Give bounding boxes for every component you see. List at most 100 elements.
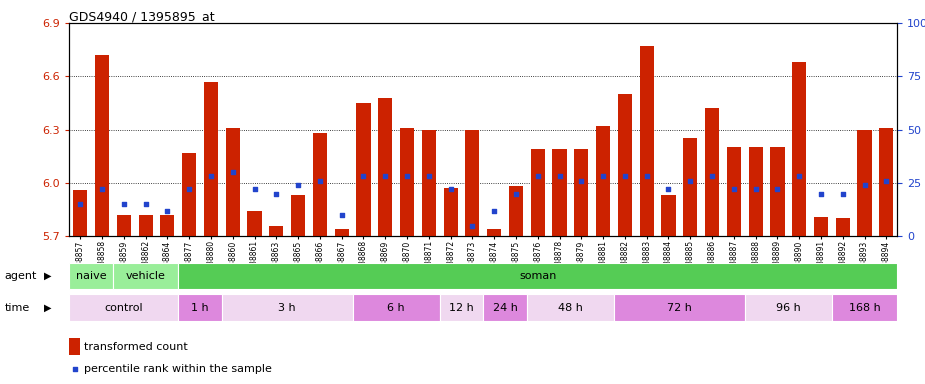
Bar	[204, 82, 218, 236]
Bar	[356, 103, 371, 236]
Point	[290, 182, 305, 188]
Point	[226, 169, 240, 175]
Point	[269, 190, 284, 197]
Bar	[69, 263, 113, 290]
Bar	[574, 149, 588, 236]
Bar	[618, 94, 632, 236]
Bar	[95, 55, 109, 236]
Bar	[880, 128, 894, 236]
Text: ▶: ▶	[44, 303, 52, 313]
Point	[138, 201, 153, 207]
Point	[879, 178, 894, 184]
Bar	[291, 195, 305, 236]
Text: 48 h: 48 h	[558, 303, 583, 313]
Point	[748, 186, 763, 192]
Point	[857, 182, 872, 188]
Point	[835, 190, 850, 197]
Bar	[596, 126, 611, 236]
Bar	[439, 294, 483, 321]
Point	[705, 174, 720, 180]
Point	[683, 178, 697, 184]
Bar	[269, 225, 283, 236]
Point	[378, 174, 393, 180]
Bar	[226, 128, 240, 236]
Bar	[179, 294, 222, 321]
Point	[68, 366, 82, 372]
Bar	[509, 186, 523, 236]
Text: ▶: ▶	[44, 271, 52, 281]
Bar	[483, 294, 527, 321]
Point	[204, 174, 218, 180]
Point	[552, 174, 567, 180]
Point	[247, 186, 262, 192]
Bar	[179, 263, 897, 290]
Bar	[335, 229, 349, 236]
Text: soman: soman	[519, 271, 557, 281]
Point	[182, 186, 197, 192]
Point	[814, 190, 829, 197]
Text: agent: agent	[5, 271, 37, 281]
Text: 96 h: 96 h	[776, 303, 801, 313]
Bar	[832, 294, 897, 321]
Bar	[182, 153, 196, 236]
Point	[574, 178, 588, 184]
Bar	[113, 263, 179, 290]
Point	[117, 201, 131, 207]
Text: control: control	[105, 303, 143, 313]
Text: percentile rank within the sample: percentile rank within the sample	[84, 364, 272, 374]
Bar	[748, 147, 763, 236]
Point	[400, 174, 414, 180]
Point	[356, 174, 371, 180]
Point	[160, 207, 175, 214]
Point	[726, 186, 741, 192]
Point	[661, 186, 676, 192]
Bar	[400, 128, 414, 236]
Text: naive: naive	[76, 271, 106, 281]
Bar	[527, 294, 614, 321]
Bar	[705, 108, 719, 236]
Point	[530, 174, 545, 180]
Point	[443, 186, 458, 192]
Point	[465, 222, 480, 228]
Bar	[614, 294, 745, 321]
Text: time: time	[5, 303, 30, 313]
Point	[509, 190, 524, 197]
Point	[73, 201, 88, 207]
Bar	[73, 190, 87, 236]
Point	[313, 178, 327, 184]
Point	[792, 174, 807, 180]
Bar	[684, 139, 697, 236]
Point	[487, 207, 501, 214]
Bar	[792, 62, 807, 236]
Text: 6 h: 6 h	[388, 303, 405, 313]
Bar	[313, 133, 327, 236]
Bar	[661, 195, 675, 236]
Bar	[422, 130, 436, 236]
Point	[770, 186, 784, 192]
Bar	[248, 211, 262, 236]
Text: 72 h: 72 h	[667, 303, 692, 313]
Point	[639, 174, 654, 180]
Bar	[639, 46, 654, 236]
Bar	[771, 147, 784, 236]
Point	[334, 212, 349, 218]
Bar	[727, 147, 741, 236]
Text: 1 h: 1 h	[191, 303, 209, 313]
Bar	[552, 149, 567, 236]
Text: 12 h: 12 h	[450, 303, 474, 313]
Bar	[69, 294, 179, 321]
Point	[422, 174, 437, 180]
Bar	[117, 215, 131, 236]
Bar	[487, 229, 501, 236]
Bar	[814, 217, 828, 236]
Text: 3 h: 3 h	[278, 303, 296, 313]
Text: transformed count: transformed count	[84, 342, 188, 352]
Bar	[444, 188, 458, 236]
Bar	[352, 294, 439, 321]
Bar	[160, 215, 175, 236]
Bar	[465, 130, 479, 236]
Point	[596, 174, 611, 180]
Bar	[531, 149, 545, 236]
Text: GDS4940 / 1395895_at: GDS4940 / 1395895_at	[69, 10, 215, 23]
Text: 24 h: 24 h	[493, 303, 517, 313]
